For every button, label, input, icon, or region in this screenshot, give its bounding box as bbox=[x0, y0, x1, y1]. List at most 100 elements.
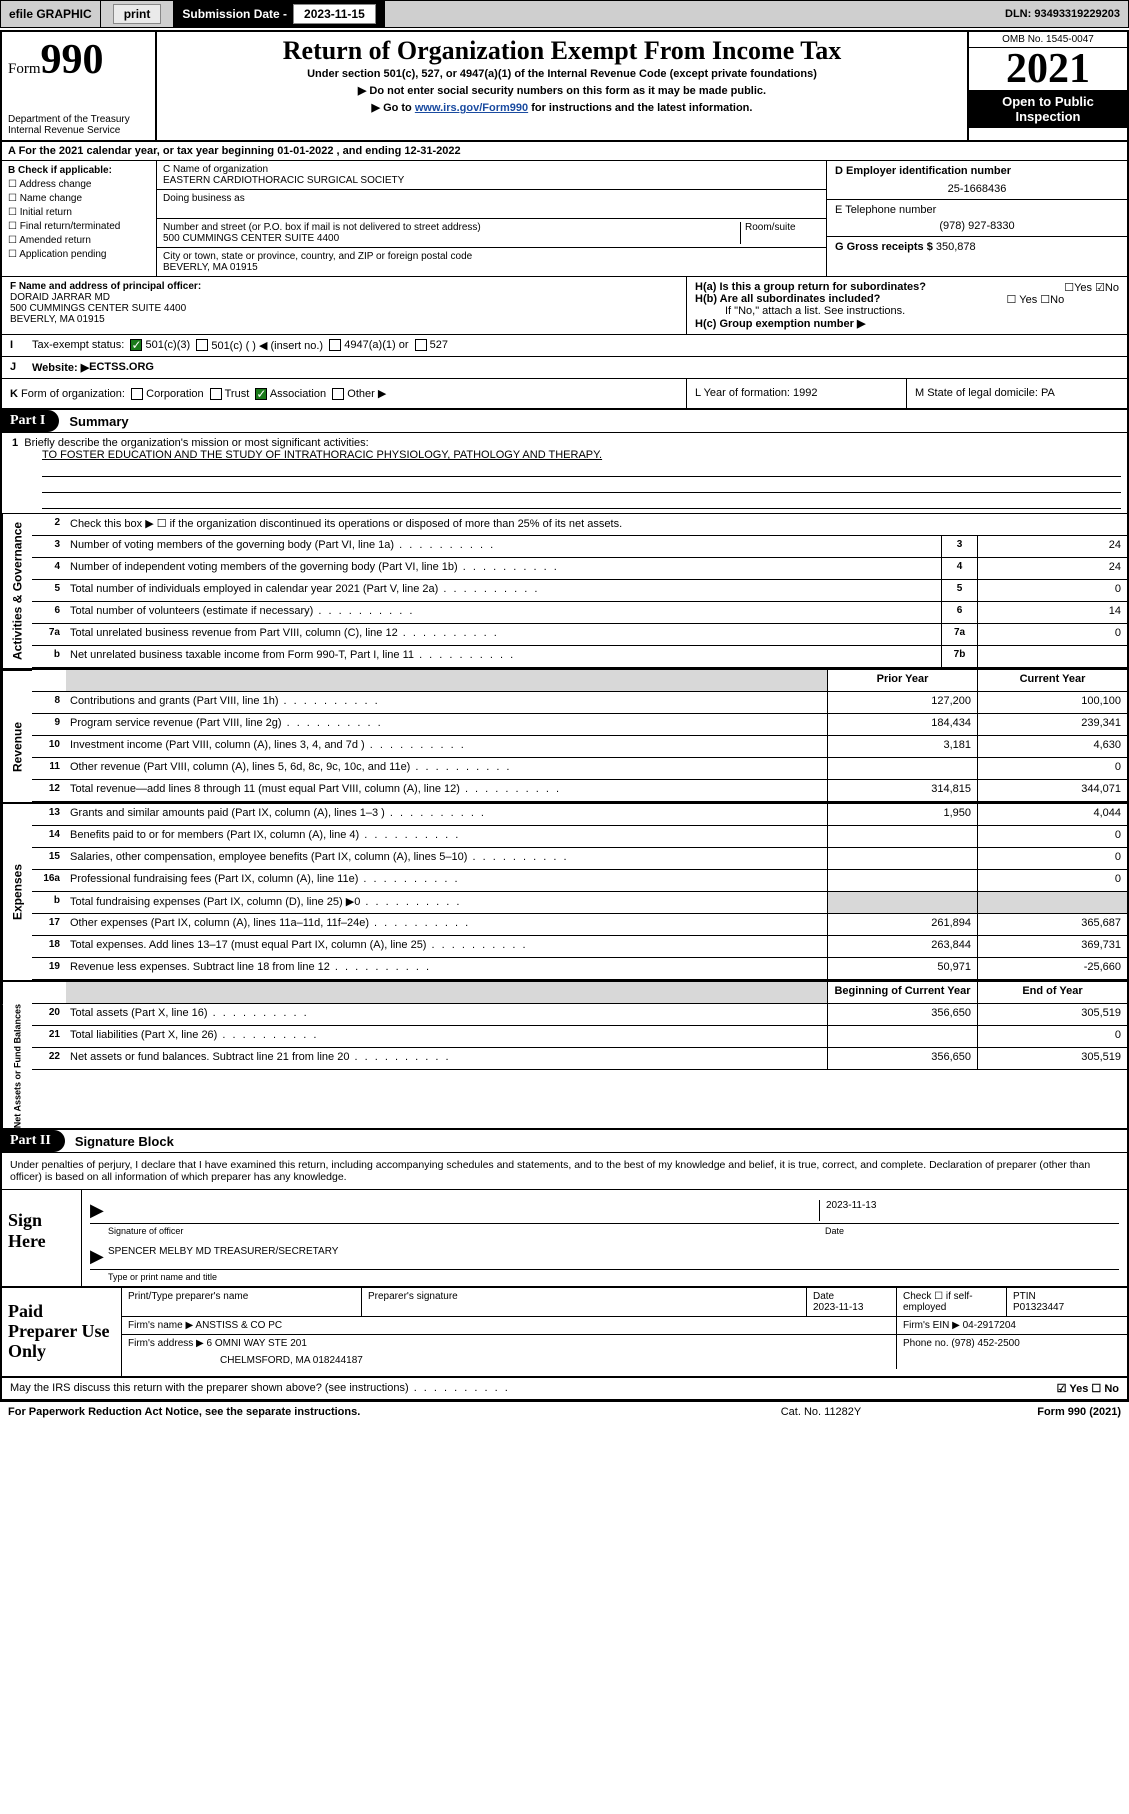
print-button[interactable]: print bbox=[101, 1, 175, 27]
sign-block: Sign Here ▶ 2023-11-13 Signature of offi… bbox=[2, 1190, 1127, 1288]
declaration-text: Under penalties of perjury, I declare th… bbox=[2, 1153, 1127, 1190]
summary-row: 9Program service revenue (Part VIII, lin… bbox=[32, 714, 1127, 736]
notice-ssn: ▶ Do not enter social security numbers o… bbox=[167, 84, 957, 97]
expenses-section: Expenses 13Grants and similar amounts pa… bbox=[2, 804, 1127, 982]
ha-answer[interactable]: ☐Yes ☑No bbox=[1064, 281, 1119, 294]
summary-row: 4Number of independent voting members of… bbox=[32, 558, 1127, 580]
part-i-header: Part I Summary bbox=[2, 410, 1127, 433]
form-subtitle: Under section 501(c), 527, or 4947(a)(1)… bbox=[167, 68, 957, 80]
summary-row: 7aTotal unrelated business revenue from … bbox=[32, 624, 1127, 646]
chk-amended-return[interactable]: Amended return bbox=[8, 235, 150, 246]
box-e-telephone: E Telephone number (978) 927-8330 bbox=[827, 200, 1127, 237]
box-b: B Check if applicable: Address change Na… bbox=[2, 161, 157, 276]
entity-block: B Check if applicable: Address change Na… bbox=[2, 161, 1127, 277]
irs-label: Internal Revenue Service bbox=[8, 125, 149, 136]
summary-row: 20Total assets (Part X, line 16)356,6503… bbox=[32, 1004, 1127, 1026]
summary-row: 21Total liabilities (Part X, line 26)0 bbox=[32, 1026, 1127, 1048]
revenue-section: Revenue 8Contributions and grants (Part … bbox=[2, 692, 1127, 804]
hb-answer[interactable]: ☐ Yes ☐No bbox=[1007, 293, 1065, 306]
box-c: C Name of organization EASTERN CARDIOTHO… bbox=[157, 161, 827, 276]
chk-501c3[interactable] bbox=[130, 339, 142, 351]
summary-row: bNet unrelated business taxable income f… bbox=[32, 646, 1127, 668]
col-prior-year: Prior Year bbox=[827, 670, 977, 691]
self-employed-check[interactable]: Check ☐ if self-employed bbox=[897, 1288, 1007, 1316]
fh-block: F Name and address of principal officer:… bbox=[2, 277, 1127, 335]
form-header: Form990 Department of the Treasury Inter… bbox=[2, 32, 1127, 142]
form-version: Form 990 (2021) bbox=[921, 1406, 1121, 1418]
col-end-year: End of Year bbox=[977, 982, 1127, 1003]
chk-trust[interactable] bbox=[210, 388, 222, 400]
summary-row: 5Total number of individuals employed in… bbox=[32, 580, 1127, 602]
mission-text: TO FOSTER EDUCATION AND THE STUDY OF INT… bbox=[42, 449, 1121, 461]
chk-4947[interactable] bbox=[329, 339, 341, 351]
tax-year: 2021 bbox=[969, 48, 1127, 90]
preparer-date: 2023-11-13 bbox=[813, 1302, 863, 1313]
box-f-officer: F Name and address of principal officer:… bbox=[2, 277, 687, 334]
org-city: BEVERLY, MA 01915 bbox=[163, 262, 820, 273]
firm-ein: 04-2917204 bbox=[963, 1320, 1016, 1331]
summary-row: 8Contributions and grants (Part VIII, li… bbox=[32, 692, 1127, 714]
chk-association[interactable] bbox=[255, 388, 267, 400]
chk-501c[interactable] bbox=[196, 339, 208, 351]
sidebar-expenses: Expenses bbox=[2, 804, 32, 980]
paid-preparer-label: Paid Preparer Use Only bbox=[2, 1288, 122, 1375]
box-l-year: L Year of formation: 1992 bbox=[687, 379, 907, 408]
chk-initial-return[interactable]: Initial return bbox=[8, 207, 150, 218]
chk-527[interactable] bbox=[415, 339, 427, 351]
chk-address-change[interactable]: Address change bbox=[8, 179, 150, 190]
cat-no: Cat. No. 11282Y bbox=[721, 1406, 921, 1418]
form-number: Form990 bbox=[8, 36, 149, 84]
summary-row: 18Total expenses. Add lines 13–17 (must … bbox=[32, 936, 1127, 958]
chk-application-pending[interactable]: Application pending bbox=[8, 249, 150, 260]
efile-label: efile GRAPHIC bbox=[1, 1, 101, 27]
summary-row: 3Number of voting members of the governi… bbox=[32, 536, 1127, 558]
firm-phone: (978) 452-2500 bbox=[951, 1338, 1019, 1349]
row-a-period: A For the 2021 calendar year, or tax yea… bbox=[2, 142, 1127, 161]
discuss-answer[interactable]: ☑ Yes ☐ No bbox=[959, 1382, 1119, 1395]
sign-date: 2023-11-13 bbox=[826, 1200, 876, 1211]
col-headers: Prior Year Current Year bbox=[2, 670, 1127, 692]
officer-signature-line[interactable] bbox=[108, 1200, 819, 1221]
form-title: Return of Organization Exempt From Incom… bbox=[167, 36, 957, 66]
preparer-name-field[interactable]: Print/Type preparer's name bbox=[122, 1288, 362, 1316]
firm-name: ANSTISS & CO PC bbox=[195, 1320, 282, 1331]
summary-row: 16aProfessional fundraising fees (Part I… bbox=[32, 870, 1127, 892]
box-d-ein: D Employer identification number 25-1668… bbox=[827, 161, 1127, 200]
balance-section: Net Assets or Fund Balances 20Total asse… bbox=[2, 1004, 1127, 1130]
mission-block: 1 Briefly describe the organization's mi… bbox=[2, 433, 1127, 514]
dept-treasury: Department of the Treasury bbox=[8, 114, 149, 125]
balance-headers: Beginning of Current Year End of Year bbox=[2, 982, 1127, 1004]
paid-preparer-block: Paid Preparer Use Only Print/Type prepar… bbox=[2, 1288, 1127, 1377]
row-klm: K Form of organization: Corporation Trus… bbox=[2, 379, 1127, 410]
col-begin-year: Beginning of Current Year bbox=[827, 982, 977, 1003]
box-h: H(a) Is this a group return for subordin… bbox=[687, 277, 1127, 334]
summary-row: 10Investment income (Part VIII, column (… bbox=[32, 736, 1127, 758]
col-current-year: Current Year bbox=[977, 670, 1127, 691]
sidebar-balance: Net Assets or Fund Balances bbox=[2, 1004, 32, 1128]
org-street: 500 CUMMINGS CENTER SUITE 4400 bbox=[163, 233, 740, 244]
ptin-value: P01323447 bbox=[1013, 1302, 1064, 1313]
part-ii-header: Part II Signature Block bbox=[2, 1130, 1127, 1153]
chk-other[interactable] bbox=[332, 388, 344, 400]
row-i-status: I Tax-exempt status: 501(c)(3) 501(c) ( … bbox=[2, 335, 1127, 357]
bottom-footer: For Paperwork Reduction Act Notice, see … bbox=[0, 1402, 1129, 1422]
chk-name-change[interactable]: Name change bbox=[8, 193, 150, 204]
firm-address-2: CHELMSFORD, MA 018244187 bbox=[128, 1355, 890, 1366]
summary-row: 12Total revenue—add lines 8 through 11 (… bbox=[32, 780, 1127, 802]
dln: DLN: 93493319229203 bbox=[997, 8, 1128, 20]
summary-row: 22Net assets or fund balances. Subtract … bbox=[32, 1048, 1127, 1070]
summary-row: bTotal fundraising expenses (Part IX, co… bbox=[32, 892, 1127, 914]
irs-link[interactable]: www.irs.gov/Form990 bbox=[415, 102, 528, 114]
chk-final-return[interactable]: Final return/terminated bbox=[8, 221, 150, 232]
preparer-signature-field[interactable]: Preparer's signature bbox=[362, 1288, 807, 1316]
form-990: Form990 Department of the Treasury Inter… bbox=[0, 30, 1129, 1402]
governance-section: Activities & Governance 2Check this box … bbox=[2, 514, 1127, 670]
box-m-state: M State of legal domicile: PA bbox=[907, 379, 1127, 408]
summary-row: 6Total number of volunteers (estimate if… bbox=[32, 602, 1127, 624]
chk-corporation[interactable] bbox=[131, 388, 143, 400]
summary-row: 11Other revenue (Part VIII, column (A), … bbox=[32, 758, 1127, 780]
summary-row: 13Grants and similar amounts paid (Part … bbox=[32, 804, 1127, 826]
firm-address-1: 6 OMNI WAY STE 201 bbox=[207, 1338, 307, 1349]
org-name: EASTERN CARDIOTHORACIC SURGICAL SOCIETY bbox=[163, 175, 820, 186]
sidebar-revenue: Revenue bbox=[2, 692, 32, 802]
